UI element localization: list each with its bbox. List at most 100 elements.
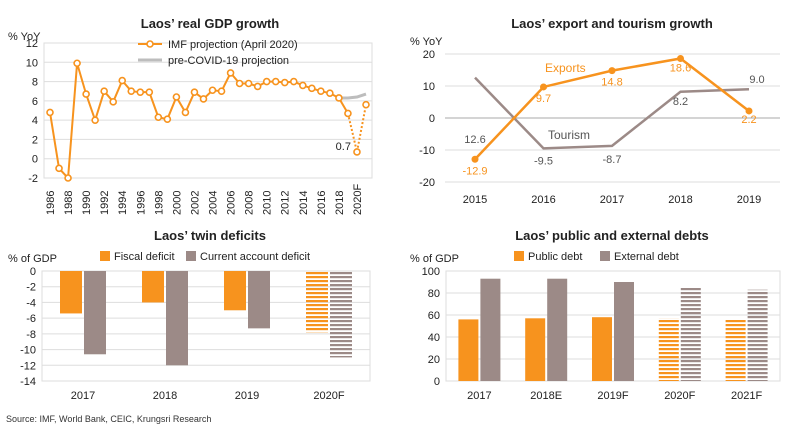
deficit-y-tick: -8 (26, 329, 36, 341)
gdp-imf-point (127, 87, 136, 96)
gdp-imf-line (49, 62, 349, 181)
gdp-imf-point (226, 69, 235, 77)
gdp-imf-point (64, 174, 72, 182)
gdp-imf-point (199, 95, 208, 103)
deficit-x-tick: 2020F (313, 390, 344, 402)
deficit-bar-s2 (84, 271, 106, 355)
export-x-tick: 2019 (737, 194, 761, 206)
export-y-axis-label: % YoY (410, 36, 443, 48)
gdp-x-tick: 2004 (208, 191, 220, 215)
debt-bar-s1 (525, 318, 546, 381)
gdp-imf-point (235, 79, 244, 88)
gdp-imf-point (172, 93, 181, 101)
export-y-tick: -20 (419, 177, 435, 189)
exports-point (677, 54, 684, 62)
gdp-imf-point (118, 76, 127, 85)
exports-data-label: 9.7 (536, 93, 551, 105)
debt-y-tick: 100 (422, 266, 440, 278)
exports-point (540, 83, 547, 91)
debt-y-tick: 80 (428, 288, 440, 300)
source-note: Source: IMF, World Bank, CEIC, Krungsri … (6, 414, 212, 424)
gdp-x-tick: 2002 (189, 191, 201, 215)
debt-legend-swatch (600, 251, 610, 261)
gdp-imf-point (362, 100, 370, 109)
gdp-imf-point (208, 86, 217, 95)
deficit-y-tick: -12 (20, 360, 36, 372)
gdp-imf-point (217, 87, 226, 96)
gdp-x-tick: 2020F (352, 184, 364, 215)
exports-data-label: -12.9 (462, 165, 487, 177)
gdp-y-tick: 4 (32, 115, 38, 127)
gdp-x-tick: 2008 (244, 191, 256, 215)
deficit-y-tick: -14 (20, 376, 36, 388)
gdp-annotation-2020: 0.7 (336, 141, 351, 153)
deficit-bar-s2 (248, 271, 270, 329)
gdp-y-tick: 2 (32, 134, 38, 146)
deficit-legend-swatch (100, 251, 110, 261)
deficit-y-tick: -4 (26, 297, 36, 309)
tourism-data-label: 12.6 (464, 134, 485, 146)
debt-x-tick: 2017 (467, 390, 491, 402)
gdp-y-tick: 10 (26, 57, 38, 69)
gdp-imf-point (91, 116, 99, 124)
gdp-x-tick: 1996 (135, 191, 147, 215)
gdp-imf-point (181, 108, 190, 117)
gdp-imf-point (335, 94, 343, 102)
debt-bar-s2 (547, 278, 568, 381)
gdp-x-tick: 2014 (298, 191, 310, 215)
debt-y-tick: 20 (428, 354, 440, 366)
gdp-imf-point (326, 89, 334, 97)
gdp-imf-point (289, 77, 298, 86)
debt-bar-s2 (614, 282, 634, 381)
gdp-precovid-line (338, 92, 367, 100)
gdp-imf-point (55, 164, 63, 173)
gdp-imf-point (253, 82, 262, 91)
gdp-imf-point (136, 88, 145, 96)
deficit-bar-s1 (306, 271, 328, 333)
gdp-imf-point (353, 148, 361, 156)
debt-y-tick: 60 (428, 310, 440, 322)
debt-bar-s1 (592, 317, 612, 381)
deficit-bar-s2 (330, 271, 352, 358)
deficit-y-tick: -2 (26, 282, 36, 294)
deficit-x-tick: 2018 (153, 390, 177, 402)
gdp-imf-point (154, 113, 163, 122)
gdp-imf-point (73, 59, 81, 68)
gdp-imf-point (100, 87, 108, 96)
gdp-imf-point (145, 88, 154, 96)
gdp-x-tick: 1992 (99, 191, 111, 215)
gdp-imf-point (298, 81, 307, 90)
exports-point (608, 67, 616, 75)
debt-x-tick: 2018E (530, 390, 562, 402)
gdp-imf-point (190, 88, 199, 96)
tourism-series-label: Tourism (548, 128, 590, 142)
deficit-legend-label: Fiscal deficit (114, 251, 175, 263)
export-y-tick: -10 (419, 145, 435, 157)
debt-bar-s1 (658, 318, 679, 381)
deficit-legend-swatch (186, 251, 196, 261)
deficit-legend-label: Current account deficit (200, 251, 310, 263)
debt-chart-title: Laos’ public and external debts (515, 228, 709, 243)
deficit-x-tick: 2017 (71, 390, 95, 402)
debt-x-tick: 2021F (731, 390, 762, 402)
tourism-data-label: 8.2 (673, 96, 688, 108)
export-x-tick: 2015 (463, 194, 487, 206)
debt-y-tick: 0 (434, 376, 440, 388)
gdp-y-tick: -2 (28, 173, 38, 185)
gdp-x-tick: 2016 (316, 191, 328, 215)
gdp-x-tick: 2012 (280, 191, 292, 215)
gdp-x-tick: 1998 (153, 191, 165, 215)
debt-bar-s2 (747, 289, 768, 381)
debt-y-axis-label: % of GDP (410, 253, 459, 265)
exports-data-label: 2.2 (741, 114, 756, 126)
gdp-legend-imf-label: IMF projection (April 2020) (168, 39, 298, 51)
gdp-x-tick: 1988 (63, 191, 75, 215)
gdp-imf-projection-dotted (346, 104, 367, 153)
deficit-bar-s1 (142, 271, 164, 303)
debt-legend-label: Public debt (528, 251, 582, 263)
debt-bar-s2 (480, 278, 501, 381)
debt-bar-s1 (725, 319, 746, 381)
export-y-tick: 20 (423, 49, 435, 61)
gdp-imf-point (344, 109, 352, 118)
gdp-imf-point (244, 79, 253, 88)
